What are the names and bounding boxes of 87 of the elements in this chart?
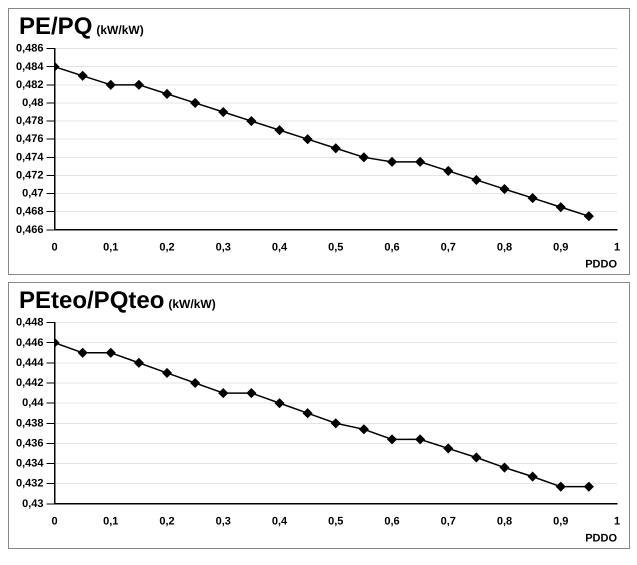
x-tick-label: 0,4	[272, 515, 288, 528]
point	[274, 125, 284, 135]
y-axis-title: (kW/kW)	[96, 23, 144, 37]
point	[190, 98, 200, 108]
y-tick-label: 0,484	[16, 60, 44, 73]
point	[359, 152, 369, 162]
point	[500, 462, 510, 472]
x-tick-label: 1	[614, 241, 620, 254]
y-tick-label: 0,478	[16, 115, 44, 128]
point	[444, 444, 454, 454]
y-tick-label: 0,44	[22, 397, 44, 410]
point	[472, 452, 482, 462]
point	[218, 388, 228, 398]
x-tick-label: 0,7	[440, 241, 456, 254]
y-tick-label: 0,432	[16, 478, 44, 490]
y-tick-label: 0,482	[16, 78, 44, 91]
point	[556, 482, 566, 492]
x-tick-label: 0,3	[216, 241, 231, 254]
point	[387, 157, 397, 167]
x-tick-label: 0,3	[216, 515, 231, 528]
y-tick-label: 0,486	[16, 42, 44, 55]
point	[134, 358, 144, 368]
point	[387, 434, 397, 444]
x-tick-label: 0,8	[496, 515, 512, 528]
x-axis-title: PDDO	[585, 532, 618, 545]
point	[246, 116, 256, 126]
point	[246, 388, 256, 398]
x-tick-label: 0,6	[384, 515, 400, 528]
x-axis-title: PDDO	[585, 258, 618, 271]
point	[444, 166, 454, 176]
x-tick-label: 0,5	[328, 241, 344, 254]
point	[500, 184, 510, 194]
point	[134, 80, 144, 90]
point	[106, 80, 116, 90]
x-tick-label: 0,2	[159, 241, 175, 254]
y-tick-label: 0,476	[16, 133, 44, 146]
x-tick-label: 0	[51, 241, 58, 254]
point	[584, 211, 594, 221]
x-tick-label: 1	[614, 515, 620, 528]
y-tick-label: 0,446	[16, 336, 44, 349]
chart-title: PEteo/PQteo	[19, 287, 164, 314]
y-tick-label: 0,436	[16, 437, 44, 450]
x-tick-label: 0,4	[272, 241, 288, 254]
y-tick-label: 0,466	[16, 224, 44, 236]
point	[162, 89, 172, 99]
chart-title: PE/PQ	[19, 13, 92, 40]
x-tick-label: 0,1	[103, 241, 118, 254]
y-tick-label: 0,448	[16, 316, 44, 329]
point	[302, 408, 312, 418]
point	[331, 418, 341, 428]
point	[106, 348, 116, 358]
y-tick-label: 0,474	[16, 151, 44, 164]
point	[190, 378, 200, 388]
point	[415, 157, 425, 167]
x-tick-label: 0,8	[496, 241, 512, 254]
x-tick-label: 0,6	[384, 241, 400, 254]
point	[415, 434, 425, 444]
y-tick-label: 0,472	[16, 169, 44, 182]
point	[528, 193, 538, 203]
point	[331, 144, 341, 154]
y-tick-label: 0,444	[16, 356, 44, 369]
point	[302, 134, 312, 144]
y-tick-label: 0,438	[16, 417, 44, 430]
point	[359, 424, 369, 434]
x-tick-label: 0,2	[159, 515, 175, 528]
point	[274, 398, 284, 408]
y-tick-label: 0,434	[16, 458, 44, 470]
point	[556, 202, 566, 212]
point	[584, 482, 594, 492]
y-tick-label: 0,43	[22, 498, 44, 510]
y-axis-title: (kW/kW)	[168, 297, 216, 311]
point	[528, 472, 538, 482]
x-tick-label: 0,1	[103, 515, 118, 528]
point	[78, 71, 88, 81]
y-tick-label: 0,47	[22, 188, 44, 200]
x-tick-label: 0	[51, 515, 58, 528]
x-tick-label: 0,9	[553, 241, 568, 254]
x-tick-label: 0,5	[328, 515, 344, 528]
point	[78, 348, 88, 358]
y-tick-label: 0,468	[16, 206, 44, 218]
point	[472, 175, 482, 185]
x-tick-label: 0,7	[440, 515, 456, 528]
point	[218, 107, 228, 117]
y-tick-label: 0,48	[22, 96, 44, 109]
x-tick-label: 0,9	[553, 515, 568, 528]
point	[162, 368, 172, 378]
y-tick-label: 0,442	[16, 377, 44, 390]
